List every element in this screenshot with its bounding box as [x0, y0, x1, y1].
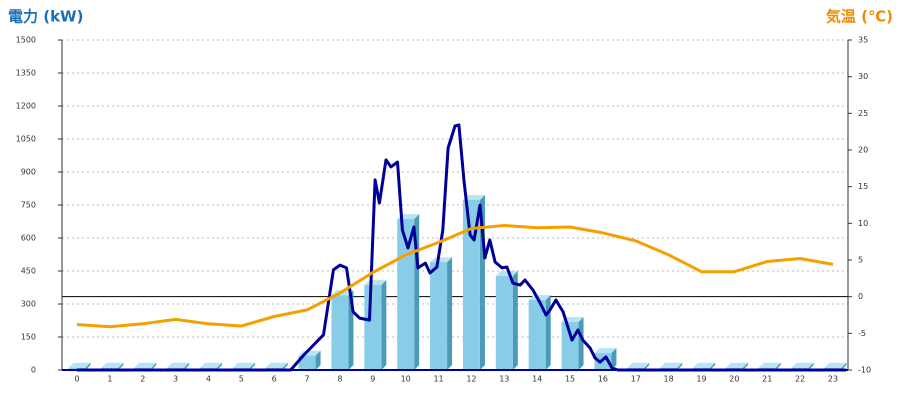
- bar: [364, 285, 382, 370]
- y2-tick-label: 5: [858, 256, 863, 265]
- bar: [528, 300, 546, 370]
- y-tick-label: 900: [21, 168, 36, 177]
- bar: [430, 262, 448, 370]
- bar-side: [808, 362, 814, 370]
- bar-top: [430, 257, 453, 263]
- y-tick-label: 150: [21, 333, 36, 342]
- bar: [331, 295, 349, 370]
- bar-side: [184, 362, 190, 370]
- y2-tick-label: -5: [858, 329, 866, 338]
- x-tick-label: 0: [74, 375, 79, 384]
- y2-tick-label: 10: [858, 219, 868, 228]
- x-tick-label: 11: [433, 375, 443, 384]
- bar-side: [677, 362, 683, 370]
- x-tick-label: 13: [499, 375, 509, 384]
- y-tick-label: 750: [21, 201, 36, 210]
- y-tick-label: 1200: [16, 102, 36, 111]
- bar-side: [282, 362, 288, 370]
- bar: [495, 276, 513, 370]
- bar: [462, 199, 480, 370]
- bar-side: [512, 271, 518, 370]
- x-tick-label: 8: [337, 375, 342, 384]
- x-tick-label: 9: [370, 375, 375, 384]
- x-tick-label: 20: [729, 375, 739, 384]
- bar-side: [710, 362, 716, 370]
- x-tick-label: 12: [466, 375, 476, 384]
- bar-top: [627, 362, 650, 368]
- x-tick-label: 4: [206, 375, 211, 384]
- bar-top: [68, 362, 91, 368]
- bar-top: [462, 194, 485, 200]
- bar-top: [791, 362, 814, 368]
- bar-top: [824, 362, 847, 368]
- bar-top: [134, 362, 157, 368]
- y2-tick-label: -10: [858, 366, 871, 375]
- bar-side: [841, 362, 847, 370]
- bar-top: [199, 362, 222, 368]
- bar-side: [118, 362, 124, 370]
- bar-top: [693, 362, 716, 368]
- bar-top: [725, 362, 748, 368]
- bar-side: [742, 362, 748, 370]
- y2-tick-label: 20: [858, 146, 868, 155]
- bar-top: [265, 362, 288, 368]
- bar: [298, 355, 316, 370]
- x-tick-label: 2: [140, 375, 145, 384]
- x-tick-label: 10: [401, 375, 411, 384]
- y2-tick-label: 0: [858, 292, 863, 301]
- y-tick-label: 300: [21, 300, 36, 309]
- line: [77, 123, 847, 372]
- x-tick-label: 3: [173, 375, 178, 384]
- y-axis-title: 電力 (kW): [8, 8, 83, 26]
- bar-side: [447, 257, 453, 370]
- bar-side: [775, 362, 781, 370]
- y-tick-label: 0: [31, 366, 36, 375]
- bar-side: [644, 362, 650, 370]
- x-tick-label: 21: [762, 375, 772, 384]
- bar-side: [315, 350, 321, 370]
- bar-side: [151, 362, 157, 370]
- y-tick-label: 450: [21, 267, 36, 276]
- x-tick-label: 5: [239, 375, 244, 384]
- bar-top: [758, 362, 781, 368]
- y2-axis-title: 気温 (℃): [826, 8, 893, 26]
- bar-side: [249, 362, 255, 370]
- bar-side: [85, 362, 91, 370]
- y2-tick-label: 15: [858, 182, 868, 191]
- y2-tick-label: 30: [858, 72, 868, 81]
- y-tick-label: 1500: [16, 36, 36, 45]
- bar-side: [216, 362, 222, 370]
- bar-top: [594, 348, 617, 354]
- bar-top: [528, 295, 551, 301]
- y-tick-label: 1350: [16, 69, 36, 78]
- y2-tick-label: 25: [858, 109, 868, 118]
- x-tick-label: 6: [272, 375, 277, 384]
- x-tick-label: 7: [305, 375, 310, 384]
- x-tick-label: 18: [664, 375, 674, 384]
- x-tick-label: 17: [631, 375, 641, 384]
- x-tick-label: 19: [696, 375, 706, 384]
- bar-side: [381, 280, 387, 370]
- y-tick-label: 1050: [16, 135, 36, 144]
- bar-top: [167, 362, 190, 368]
- line: [76, 224, 834, 329]
- bar-top: [660, 362, 683, 368]
- y2-tick-label: 35: [858, 36, 868, 45]
- bar-side: [545, 295, 551, 370]
- x-tick-label: 22: [795, 375, 805, 384]
- x-tick-label: 23: [828, 375, 838, 384]
- bar-top: [232, 362, 255, 368]
- bar-side: [578, 317, 584, 370]
- y-tick-label: 600: [21, 234, 36, 243]
- x-tick-label: 1: [107, 375, 112, 384]
- x-tick-label: 16: [598, 375, 608, 384]
- bar-top: [495, 271, 518, 277]
- bar-side: [611, 348, 617, 370]
- bar-top: [101, 362, 124, 368]
- x-tick-label: 14: [532, 375, 542, 384]
- x-tick-label: 15: [565, 375, 575, 384]
